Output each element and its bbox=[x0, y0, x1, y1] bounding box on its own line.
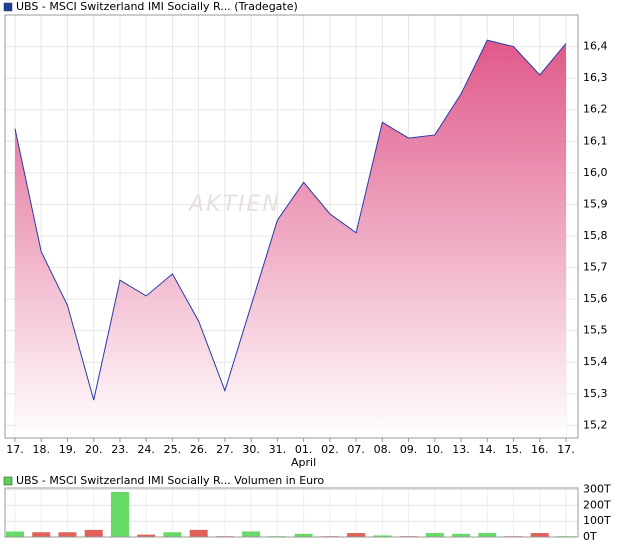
x-tick-label: 08. bbox=[374, 443, 392, 456]
legend-label: UBS - MSCI Switzerland IMI Socially R...… bbox=[16, 0, 298, 13]
x-tick-label: 19. bbox=[59, 443, 77, 456]
volume-bar bbox=[347, 533, 366, 537]
legend-label: UBS - MSCI Switzerland IMI Socially R...… bbox=[16, 474, 324, 487]
x-tick-label: 31. bbox=[269, 443, 287, 456]
x-tick-label: 18. bbox=[32, 443, 50, 456]
volume-bar bbox=[32, 532, 51, 537]
y-tick-label: 200T bbox=[583, 498, 611, 511]
x-tick-label: 26. bbox=[190, 443, 208, 456]
volume-bar bbox=[6, 531, 24, 537]
x-tick-label: 16. bbox=[531, 443, 549, 456]
volume-bar bbox=[242, 531, 261, 537]
volume-bar bbox=[84, 529, 103, 537]
x-tick-label: 24. bbox=[137, 443, 155, 456]
y-tick-label: 15,6 bbox=[583, 292, 608, 305]
y-tick-label: 0T bbox=[583, 530, 597, 543]
volume-bar bbox=[58, 532, 77, 537]
plot-frame bbox=[4, 14, 579, 439]
month-label: April bbox=[291, 456, 316, 469]
volume-bar bbox=[163, 532, 182, 537]
y-tick-label: 15,4 bbox=[583, 355, 608, 368]
y-tick-label: 15,8 bbox=[583, 229, 608, 242]
x-tick-label: 14. bbox=[479, 443, 497, 456]
legend-swatch bbox=[3, 476, 13, 486]
volume-bar bbox=[294, 533, 313, 537]
plot-bg bbox=[5, 488, 578, 537]
volume-bar bbox=[373, 535, 392, 537]
area-fill bbox=[15, 40, 566, 439]
x-tick-label: 23. bbox=[111, 443, 129, 456]
volume-bar bbox=[530, 533, 549, 537]
x-tick-label: 13. bbox=[452, 443, 470, 456]
x-tick-label: 01. bbox=[295, 443, 313, 456]
x-tick-label: 30. bbox=[242, 443, 260, 456]
x-tick-label: 09. bbox=[400, 443, 418, 456]
volume-bar bbox=[137, 534, 156, 537]
y-tick-label: 16,0 bbox=[583, 166, 608, 179]
y-tick-label: 15,7 bbox=[583, 261, 608, 274]
y-tick-label: 16,1 bbox=[583, 134, 608, 147]
x-tick-label: 25. bbox=[164, 443, 182, 456]
y-tick-label: 15,5 bbox=[583, 324, 608, 337]
volume-bar bbox=[452, 533, 471, 537]
volume-bar bbox=[478, 533, 497, 537]
price-line bbox=[14, 39, 567, 401]
y-tick-label: 16,4 bbox=[583, 40, 608, 53]
x-tick-label: 07. bbox=[347, 443, 365, 456]
y-tick-label: 16,3 bbox=[583, 71, 608, 84]
x-tick-label: 17. bbox=[6, 443, 24, 456]
y-tick-label: 100T bbox=[583, 514, 611, 527]
y-tick-label: 300T bbox=[583, 483, 611, 496]
plot-frame bbox=[4, 487, 579, 538]
volume-bar bbox=[189, 529, 208, 537]
y-tick-label: 16,2 bbox=[583, 103, 608, 116]
volume-bar bbox=[110, 491, 129, 537]
y-tick-label: 15,9 bbox=[583, 197, 608, 210]
x-tick-label: 20. bbox=[85, 443, 103, 456]
y-tick-label: 15,3 bbox=[583, 387, 608, 400]
legend-swatch bbox=[3, 2, 13, 12]
x-tick-label: 15. bbox=[505, 443, 523, 456]
x-tick-label: 02. bbox=[321, 443, 339, 456]
x-tick-label: 17. bbox=[557, 443, 575, 456]
watermark: AKTIEN bbox=[187, 192, 281, 217]
x-tick-label: 27. bbox=[216, 443, 234, 456]
x-tick-label: 10. bbox=[426, 443, 444, 456]
volume-bar bbox=[425, 533, 444, 537]
y-tick-label: 15,2 bbox=[583, 418, 608, 431]
